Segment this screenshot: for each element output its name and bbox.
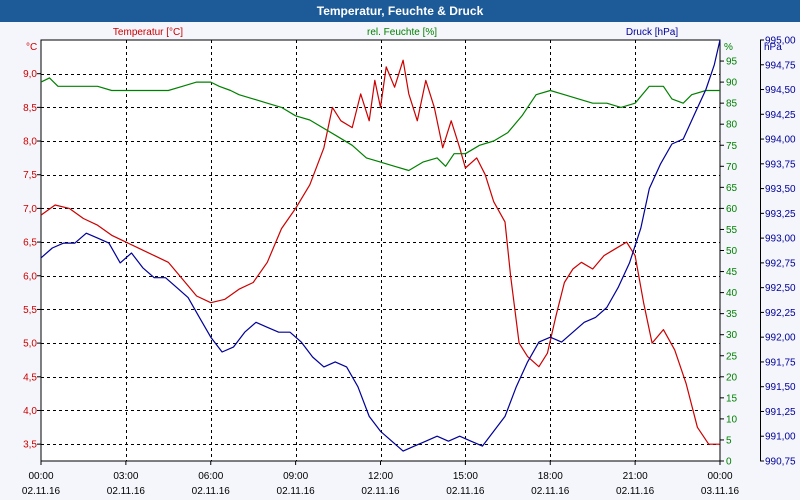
humidity-tick-label: 15 <box>726 393 738 404</box>
pressure-tick-label: 993,50 <box>765 184 796 195</box>
humidity-tick-label: 50 <box>726 246 738 257</box>
window-title: Temperatur, Feuchte & Druck <box>0 0 800 22</box>
series-line-temperature <box>40 59 720 445</box>
humidity-tick-label: 70 <box>726 162 738 173</box>
temperature-unit-label: °C <box>26 42 37 53</box>
legend-humidity: rel. Feuchte [%] <box>367 27 437 38</box>
temperature-tick-label: 8,0 <box>23 137 37 148</box>
pressure-tick-label: 992,75 <box>765 258 796 269</box>
humidity-tick-label: 0 <box>726 457 732 468</box>
pressure-tick-label: 991,50 <box>765 382 796 393</box>
pressure-tick-label: 991,25 <box>765 407 796 418</box>
humidity-tick-label: 55 <box>726 225 738 236</box>
date-tick-label: 02.11.16 <box>22 486 61 497</box>
time-tick-label: 21:00 <box>623 471 648 482</box>
humidity-tick-label: 35 <box>726 309 738 320</box>
time-tick-label: 12:00 <box>368 471 393 482</box>
legend-temperature: Temperatur [°C] <box>113 27 183 38</box>
temperature-tick-label: 5,5 <box>23 305 37 316</box>
temperature-tick-label: 5,0 <box>23 339 37 350</box>
pressure-tick-label: 990,75 <box>765 457 796 468</box>
pressure-tick-label: 992,50 <box>765 283 796 294</box>
series-layer <box>40 39 721 452</box>
pressure-tick-label: 993,75 <box>765 159 796 170</box>
date-tick-label: 02.11.16 <box>277 486 316 497</box>
date-tick-label: 02.11.16 <box>192 486 231 497</box>
temperature-tick-label: 4,5 <box>23 372 37 383</box>
humidity-tick-label: 40 <box>726 288 738 299</box>
temperature-tick-label: 3,5 <box>23 440 37 451</box>
date-tick-label: 02.11.16 <box>531 486 570 497</box>
pressure-unit-label: hPa <box>764 42 782 53</box>
temperature-tick-label: 9,0 <box>23 69 37 80</box>
humidity-tick-label: 10 <box>726 414 738 425</box>
series-line-humidity <box>40 77 720 172</box>
date-tick-label: 02.11.16 <box>616 486 655 497</box>
humidity-tick-label: 90 <box>726 78 738 89</box>
pressure-axis: 990,75 991,00 991,25 991,50 991,75 992,00 992,… <box>760 36 796 468</box>
humidity-tick-label: 30 <box>726 330 738 341</box>
humidity-tick-label: 20 <box>726 372 738 383</box>
humidity-tick-label: 85 <box>726 99 738 110</box>
temperature-tick-label: 4,0 <box>23 406 37 417</box>
humidity-tick-label: 65 <box>726 183 738 194</box>
series-line-pressure <box>40 39 721 452</box>
pressure-tick-label: 994,75 <box>765 60 796 71</box>
time-tick-label: 06:00 <box>198 471 223 482</box>
humidity-unit-label: % <box>724 42 733 53</box>
date-tick-label: 02.11.16 <box>446 486 485 497</box>
grid-lines <box>41 40 720 461</box>
pressure-tick-label: 995,00 <box>765 36 796 47</box>
time-tick-label: 09:00 <box>283 471 308 482</box>
date-tick-label: 03.11.16 <box>701 486 740 497</box>
time-axis: 00:00 02.11.16 03:00 02.11.16 06:00 02.11.16 0… <box>22 461 740 497</box>
plot-area <box>40 39 721 462</box>
pressure-tick-label: 993,25 <box>765 209 796 220</box>
time-tick-label: 00:00 <box>707 471 732 482</box>
humidity-tick-label: 45 <box>726 267 738 278</box>
humidity-tick-label: 75 <box>726 141 738 152</box>
temperature-tick-label: 6,5 <box>23 238 37 249</box>
date-tick-label: 02.11.16 <box>107 486 146 497</box>
time-tick-label: 00:00 <box>28 471 53 482</box>
pressure-tick-label: 993,00 <box>765 234 796 245</box>
pressure-tick-label: 994,50 <box>765 85 796 96</box>
time-tick-label: 18:00 <box>538 471 563 482</box>
pressure-tick-label: 991,00 <box>765 432 796 443</box>
legend-pressure: Druck [hPa] <box>626 27 678 38</box>
temperature-axis: 3,5 4,0 4,5 5,0 5,5 6,0 6,5 7,0 7,5 8,0 8,5 9,0 <box>23 69 41 451</box>
time-tick-label: 15:00 <box>453 471 478 482</box>
humidity-tick-label: 25 <box>726 351 738 362</box>
temperature-tick-label: 8,5 <box>23 103 37 114</box>
humidity-tick-label: 80 <box>726 120 738 131</box>
date-tick-label: 02.11.16 <box>361 486 400 497</box>
humidity-tick-label: 60 <box>726 204 738 215</box>
temperature-tick-label: 6,0 <box>23 271 37 282</box>
pressure-tick-label: 992,25 <box>765 308 796 319</box>
temperature-tick-label: 7,0 <box>23 204 37 215</box>
pressure-tick-label: 991,75 <box>765 357 796 368</box>
pressure-tick-label: 992,00 <box>765 333 796 344</box>
humidity-axis: 0 5 10 15 20 25 30 35 40 45 50 55 60 65 70 75 80 85 90 95 <box>720 57 738 468</box>
humidity-tick-label: 5 <box>726 435 732 446</box>
humidity-tick-label: 95 <box>726 57 738 68</box>
temperature-tick-label: 7,5 <box>23 170 37 181</box>
pressure-tick-label: 994,25 <box>765 110 796 121</box>
pressure-tick-label: 994,00 <box>765 135 796 146</box>
time-tick-label: 03:00 <box>113 471 138 482</box>
